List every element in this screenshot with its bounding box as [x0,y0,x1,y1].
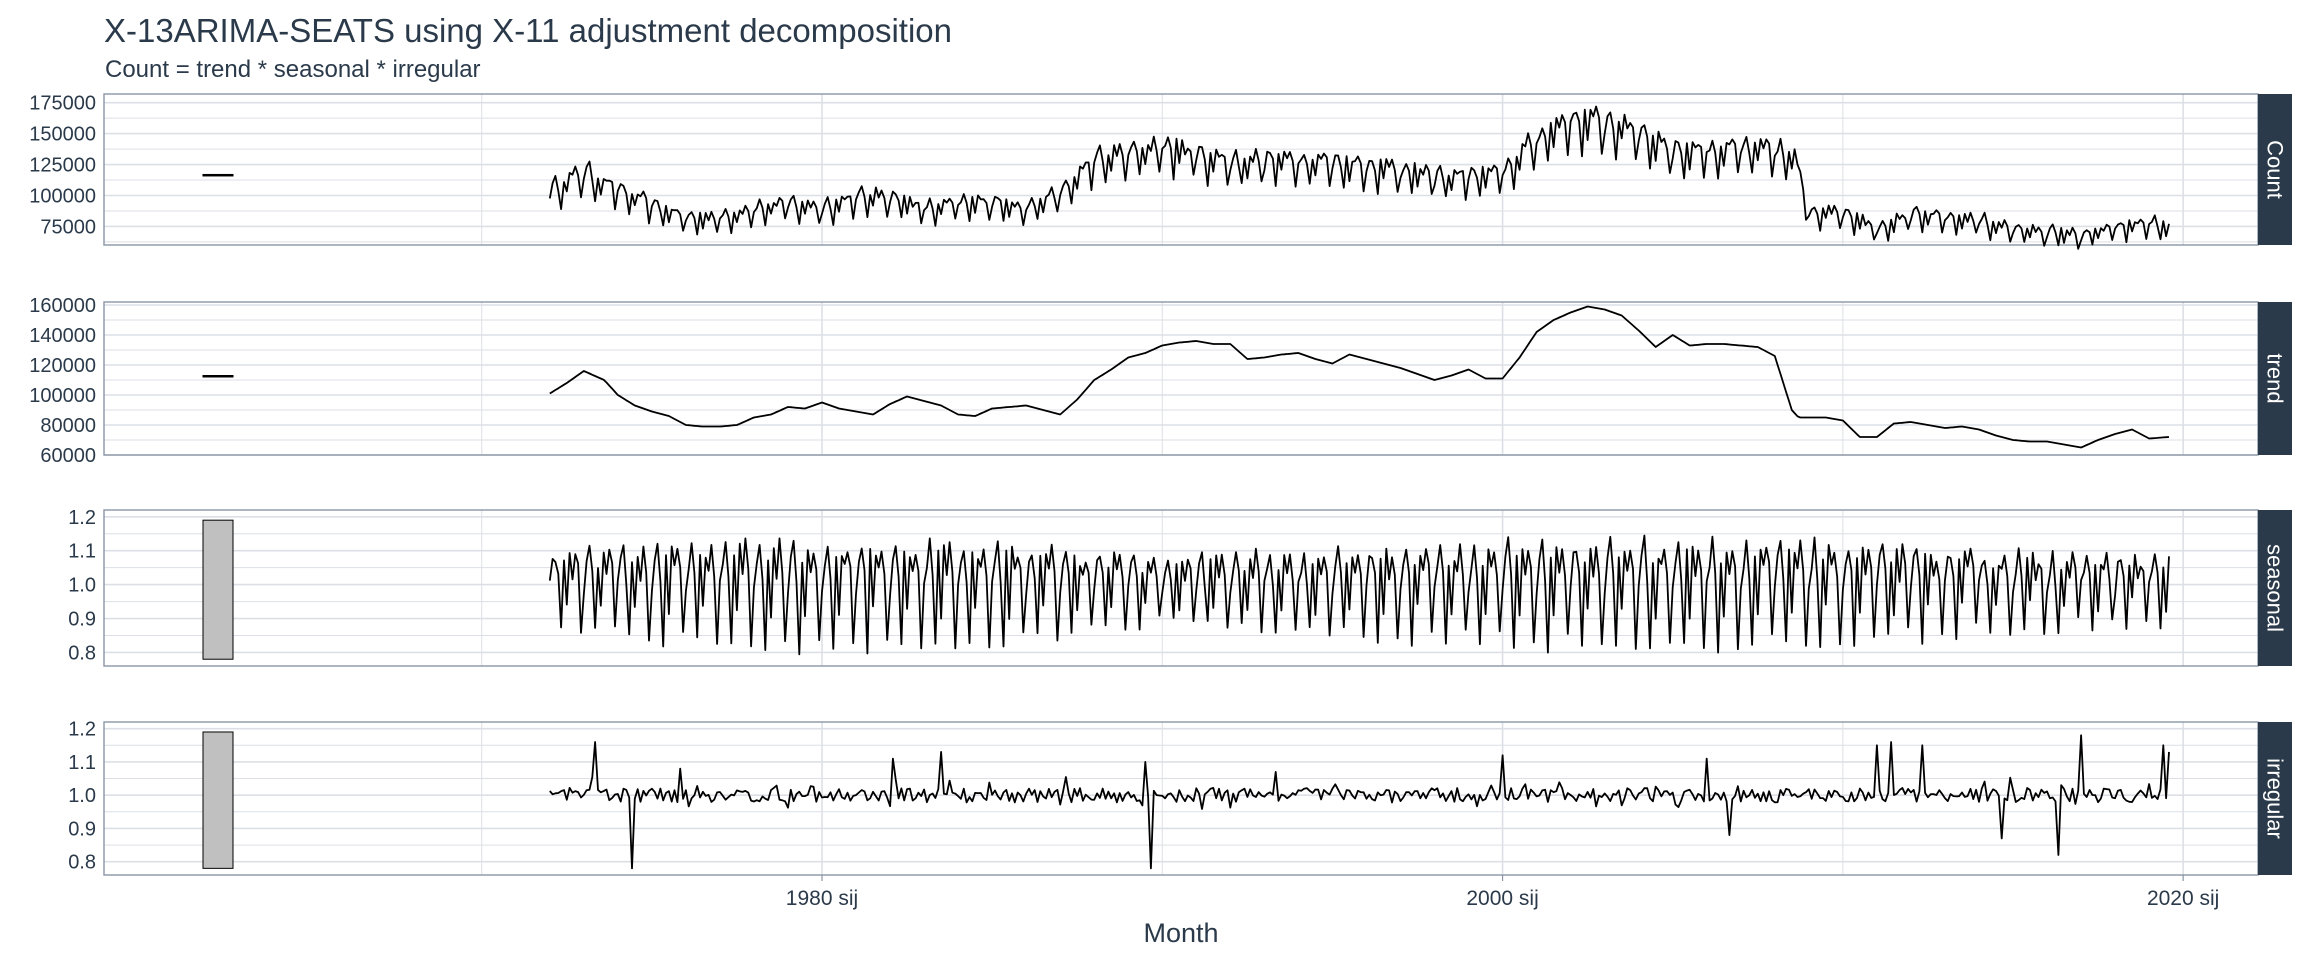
facet-strip [2258,302,2292,455]
y-tick-label: 1.1 [68,752,96,774]
facet-strip [2258,94,2292,245]
x-tick-label: 2020 sij [2147,887,2219,910]
x-tick-label: 2000 sij [1466,887,1538,910]
range-bar [202,375,234,378]
panel-border [103,301,2259,456]
chart-subtitle: Count = trend * seasonal * irregular [105,56,481,83]
panel-Count: 75000 100000 125000 150000 175000 Count [29,93,2292,250]
y-tick-label: 120000 [29,355,96,377]
range-bar [202,731,234,869]
panel-trend: 60000 80000 100000 120000 140000 160000 trend [29,295,2292,467]
x-axis-label: Month [1143,918,1218,948]
y-tick-label: 175000 [29,93,96,115]
y-tick-label: 1.2 [68,507,96,529]
range-bar [202,519,234,660]
y-tick-label: 1.0 [68,575,96,597]
y-tick-label: 0.9 [68,609,96,631]
y-tick-label: 0.8 [68,852,96,874]
y-tick-label: 100000 [29,385,96,407]
y-tick-label: 0.9 [68,818,96,840]
panel-border [103,93,2259,246]
facet-strip-label: trend [2263,353,2288,403]
y-tick-label: 1.0 [68,785,96,807]
chart-title: X-13ARIMA-SEATS using X-11 adjustment de… [104,12,952,49]
facet-strip-label: seasonal [2263,544,2288,632]
series-line-irregular [549,734,2170,870]
series-line-Count [548,105,2170,250]
facet-strip-label: irregular [2263,758,2288,839]
y-tick-label: 80000 [40,415,96,437]
y-tick-label: 100000 [29,185,96,207]
y-tick-label: 1.2 [68,719,96,741]
facet-strip-label: Count [2263,140,2288,199]
y-tick-label: 160000 [29,295,96,317]
panel-seasonal: 0.8 0.9 1.0 1.1 1.2 seasonal [68,507,2292,667]
facet-strip [2258,510,2292,666]
facet-strip [2258,722,2292,875]
y-tick-label: 75000 [40,216,96,238]
y-tick-label: 140000 [29,325,96,347]
series-line-trend [549,305,2170,449]
x-tick-label: 1980 sij [786,887,858,910]
y-tick-label: 1.1 [68,541,96,563]
panel-irregular: 0.8 0.9 1.0 1.1 1.2 irregular [68,719,2292,876]
y-tick-label: 60000 [40,445,96,467]
y-tick-label: 0.8 [68,642,96,664]
y-tick-label: 125000 [29,155,96,177]
series-line-seasonal [548,534,2170,656]
y-tick-label: 150000 [29,124,96,146]
range-bar [202,173,234,177]
